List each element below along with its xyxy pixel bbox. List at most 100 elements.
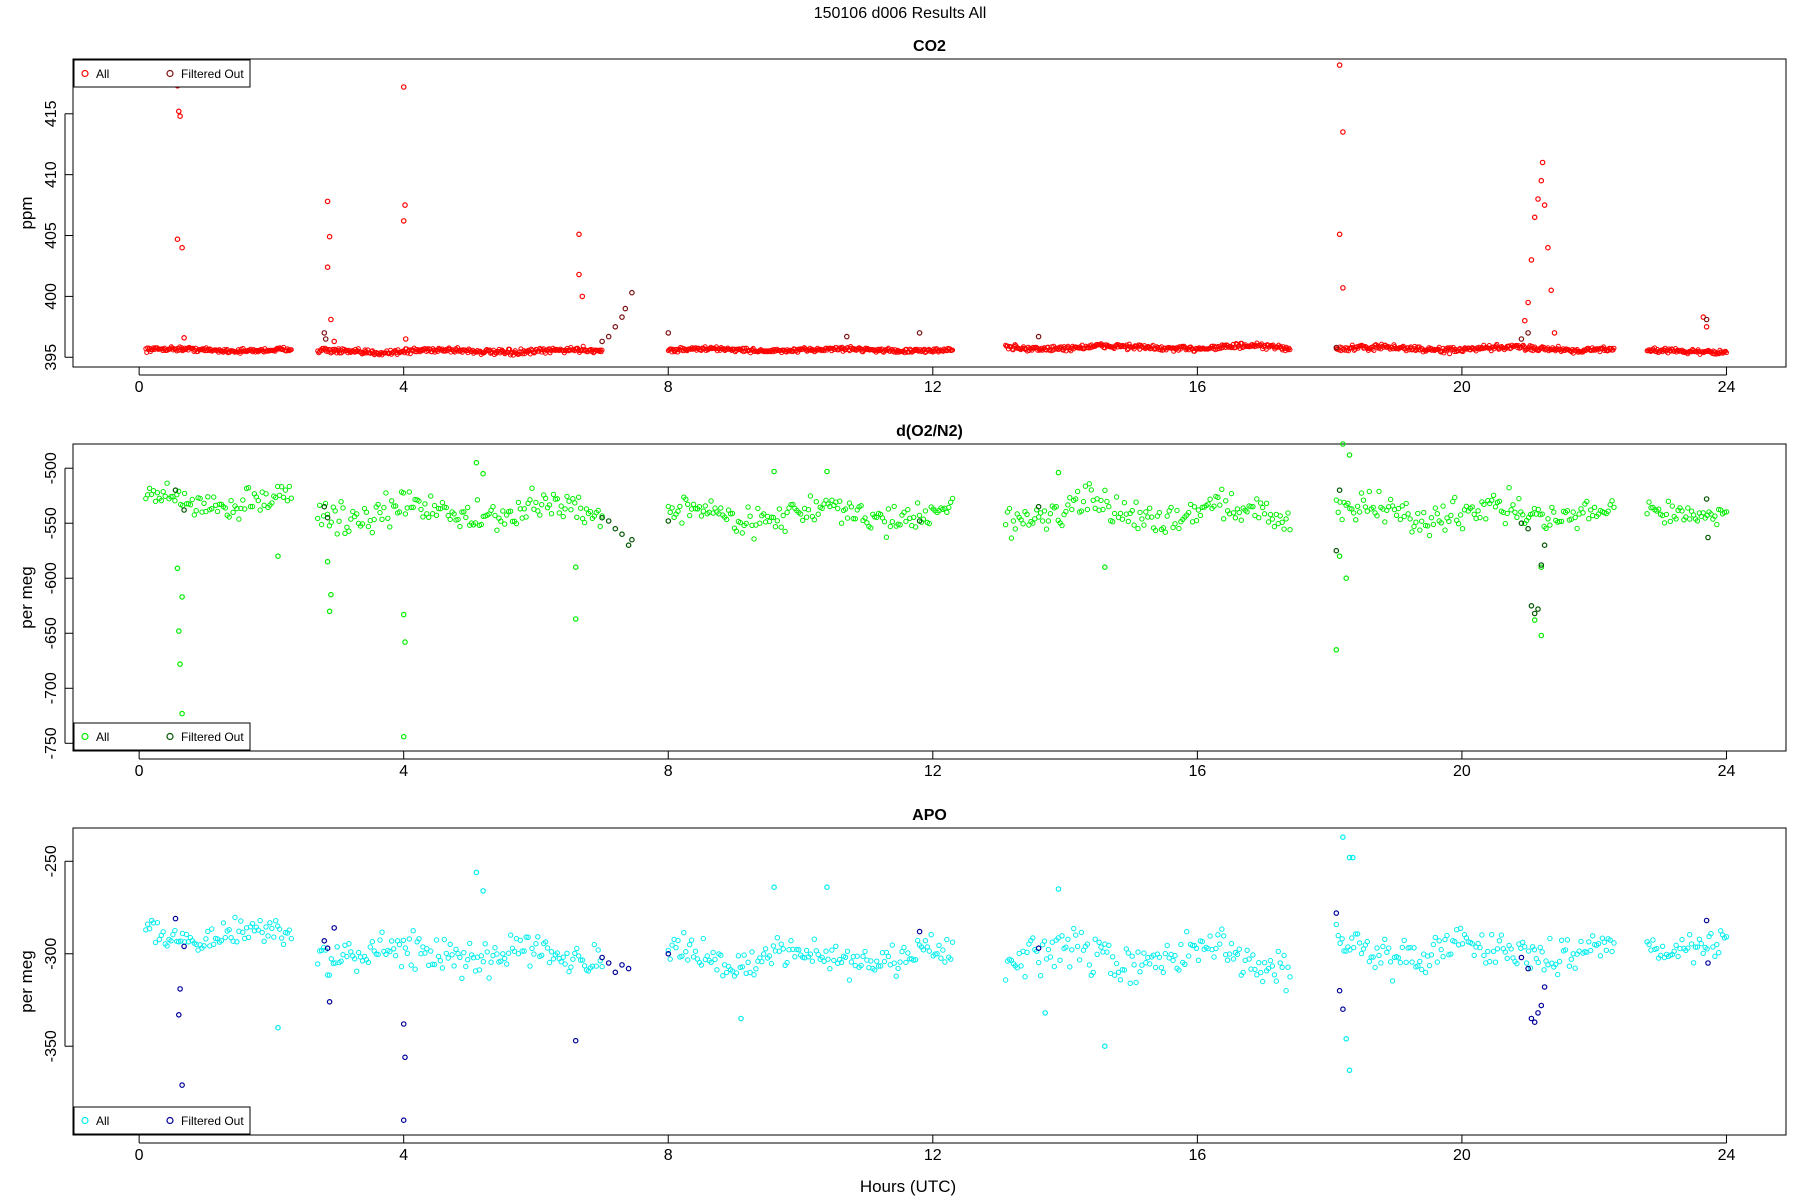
data-point: [1661, 520, 1668, 526]
data-point: [240, 497, 246, 503]
data-point: [591, 941, 597, 948]
data-point: [1419, 966, 1425, 973]
data-point: [1073, 932, 1079, 938]
data-point: [1224, 957, 1231, 963]
data-point: [400, 1117, 407, 1124]
data-point: [1539, 949, 1545, 955]
data-point: [1168, 504, 1174, 511]
data-point: [1187, 501, 1194, 508]
data-point: [1160, 969, 1167, 976]
data-point: [1376, 952, 1382, 959]
data-point: [324, 511, 331, 517]
data-point: [708, 959, 714, 965]
data-point: [1121, 967, 1128, 973]
data-point: [1685, 945, 1691, 951]
data-point: [315, 515, 321, 522]
data-point: [905, 506, 911, 513]
data-point: [443, 950, 449, 957]
data-point: [1477, 944, 1483, 951]
panel-title: d(O2/N2): [896, 423, 963, 440]
data-point: [1591, 504, 1598, 510]
data-point: [1125, 950, 1132, 956]
data-point: [1129, 507, 1135, 514]
data-point: [895, 965, 901, 972]
data-point: [1336, 487, 1343, 494]
data-point: [1119, 967, 1126, 973]
data-point: [1714, 521, 1720, 528]
data-point: [1333, 646, 1340, 653]
data-point: [1111, 972, 1118, 978]
data-point: [1586, 939, 1592, 945]
data-point: [1002, 977, 1009, 983]
data-point: [1084, 941, 1091, 947]
data-point: [548, 511, 555, 517]
data-point: [1409, 959, 1415, 965]
data-point: [472, 520, 479, 526]
data-point: [897, 522, 903, 528]
data-point: [211, 941, 217, 947]
y-tick-label: -650: [43, 617, 60, 649]
data-point: [1397, 959, 1404, 966]
data-point: [379, 929, 385, 935]
data-point: [533, 941, 539, 947]
data-point: [550, 491, 557, 498]
data-point: [1039, 518, 1046, 524]
data-point: [435, 953, 442, 960]
data-point: [924, 944, 930, 950]
data-point: [1362, 504, 1369, 510]
data-point: [916, 518, 923, 524]
data-point: [700, 935, 706, 942]
data-point: [1512, 509, 1518, 515]
data-point: [218, 938, 225, 944]
data-point: [1710, 944, 1716, 950]
data-point: [1353, 931, 1359, 937]
data-point: [205, 494, 211, 500]
data-point: [255, 927, 261, 933]
data-point: [328, 591, 334, 598]
data-point: [829, 947, 835, 953]
data-point: [1230, 956, 1237, 962]
data-point: [1092, 936, 1098, 942]
data-point: [158, 497, 165, 504]
data-point: [1248, 503, 1254, 510]
data-point: [741, 952, 747, 958]
data-point: [1080, 498, 1087, 505]
x-tick-label: 0: [135, 1147, 144, 1164]
data-point: [1024, 511, 1030, 517]
data-point: [1281, 952, 1287, 959]
data-point: [179, 1082, 185, 1088]
data-point: [1090, 969, 1096, 976]
data-point: [1086, 962, 1093, 968]
data-point: [502, 521, 508, 527]
data-point: [527, 963, 533, 969]
data-point: [431, 502, 438, 509]
data-point: [245, 485, 252, 491]
data-point: [683, 496, 689, 502]
data-point: [1131, 522, 1137, 528]
data-point: [858, 962, 864, 969]
data-point: [1333, 921, 1340, 928]
data-point: [739, 964, 745, 970]
data-point: [1371, 348, 1377, 353]
data-point: [1646, 499, 1652, 505]
data-point: [1595, 941, 1602, 947]
data-point: [1395, 505, 1402, 512]
data-point: [1041, 938, 1048, 944]
data-point: [476, 967, 483, 973]
data-point: [474, 497, 481, 503]
data-point: [949, 495, 956, 502]
data-point: [1479, 932, 1485, 938]
data-point: [1698, 940, 1705, 947]
data-point: [566, 968, 572, 975]
data-point: [1197, 512, 1204, 519]
y-tick-label: 405: [43, 222, 60, 249]
data-point: [371, 516, 377, 523]
data-point: [1135, 949, 1141, 955]
data-point: [406, 936, 412, 942]
plot-frame: [72, 827, 1787, 1136]
data-point: [1147, 961, 1153, 967]
y-tick-label: -700: [43, 672, 60, 704]
data-point: [348, 516, 354, 522]
data-point: [422, 501, 428, 507]
data-point: [195, 947, 201, 953]
